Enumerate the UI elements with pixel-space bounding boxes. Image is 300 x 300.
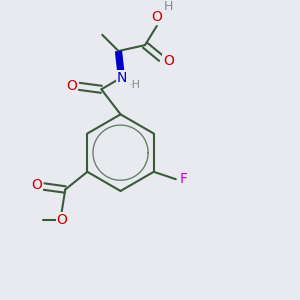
Text: F: F [180,172,188,186]
Text: O: O [163,54,174,68]
Text: O: O [151,10,162,24]
Text: H: H [164,0,173,13]
Text: O: O [31,178,42,192]
Text: ·H: ·H [129,80,141,90]
Text: O: O [67,80,77,93]
Text: O: O [56,213,67,227]
Text: N: N [116,70,127,85]
